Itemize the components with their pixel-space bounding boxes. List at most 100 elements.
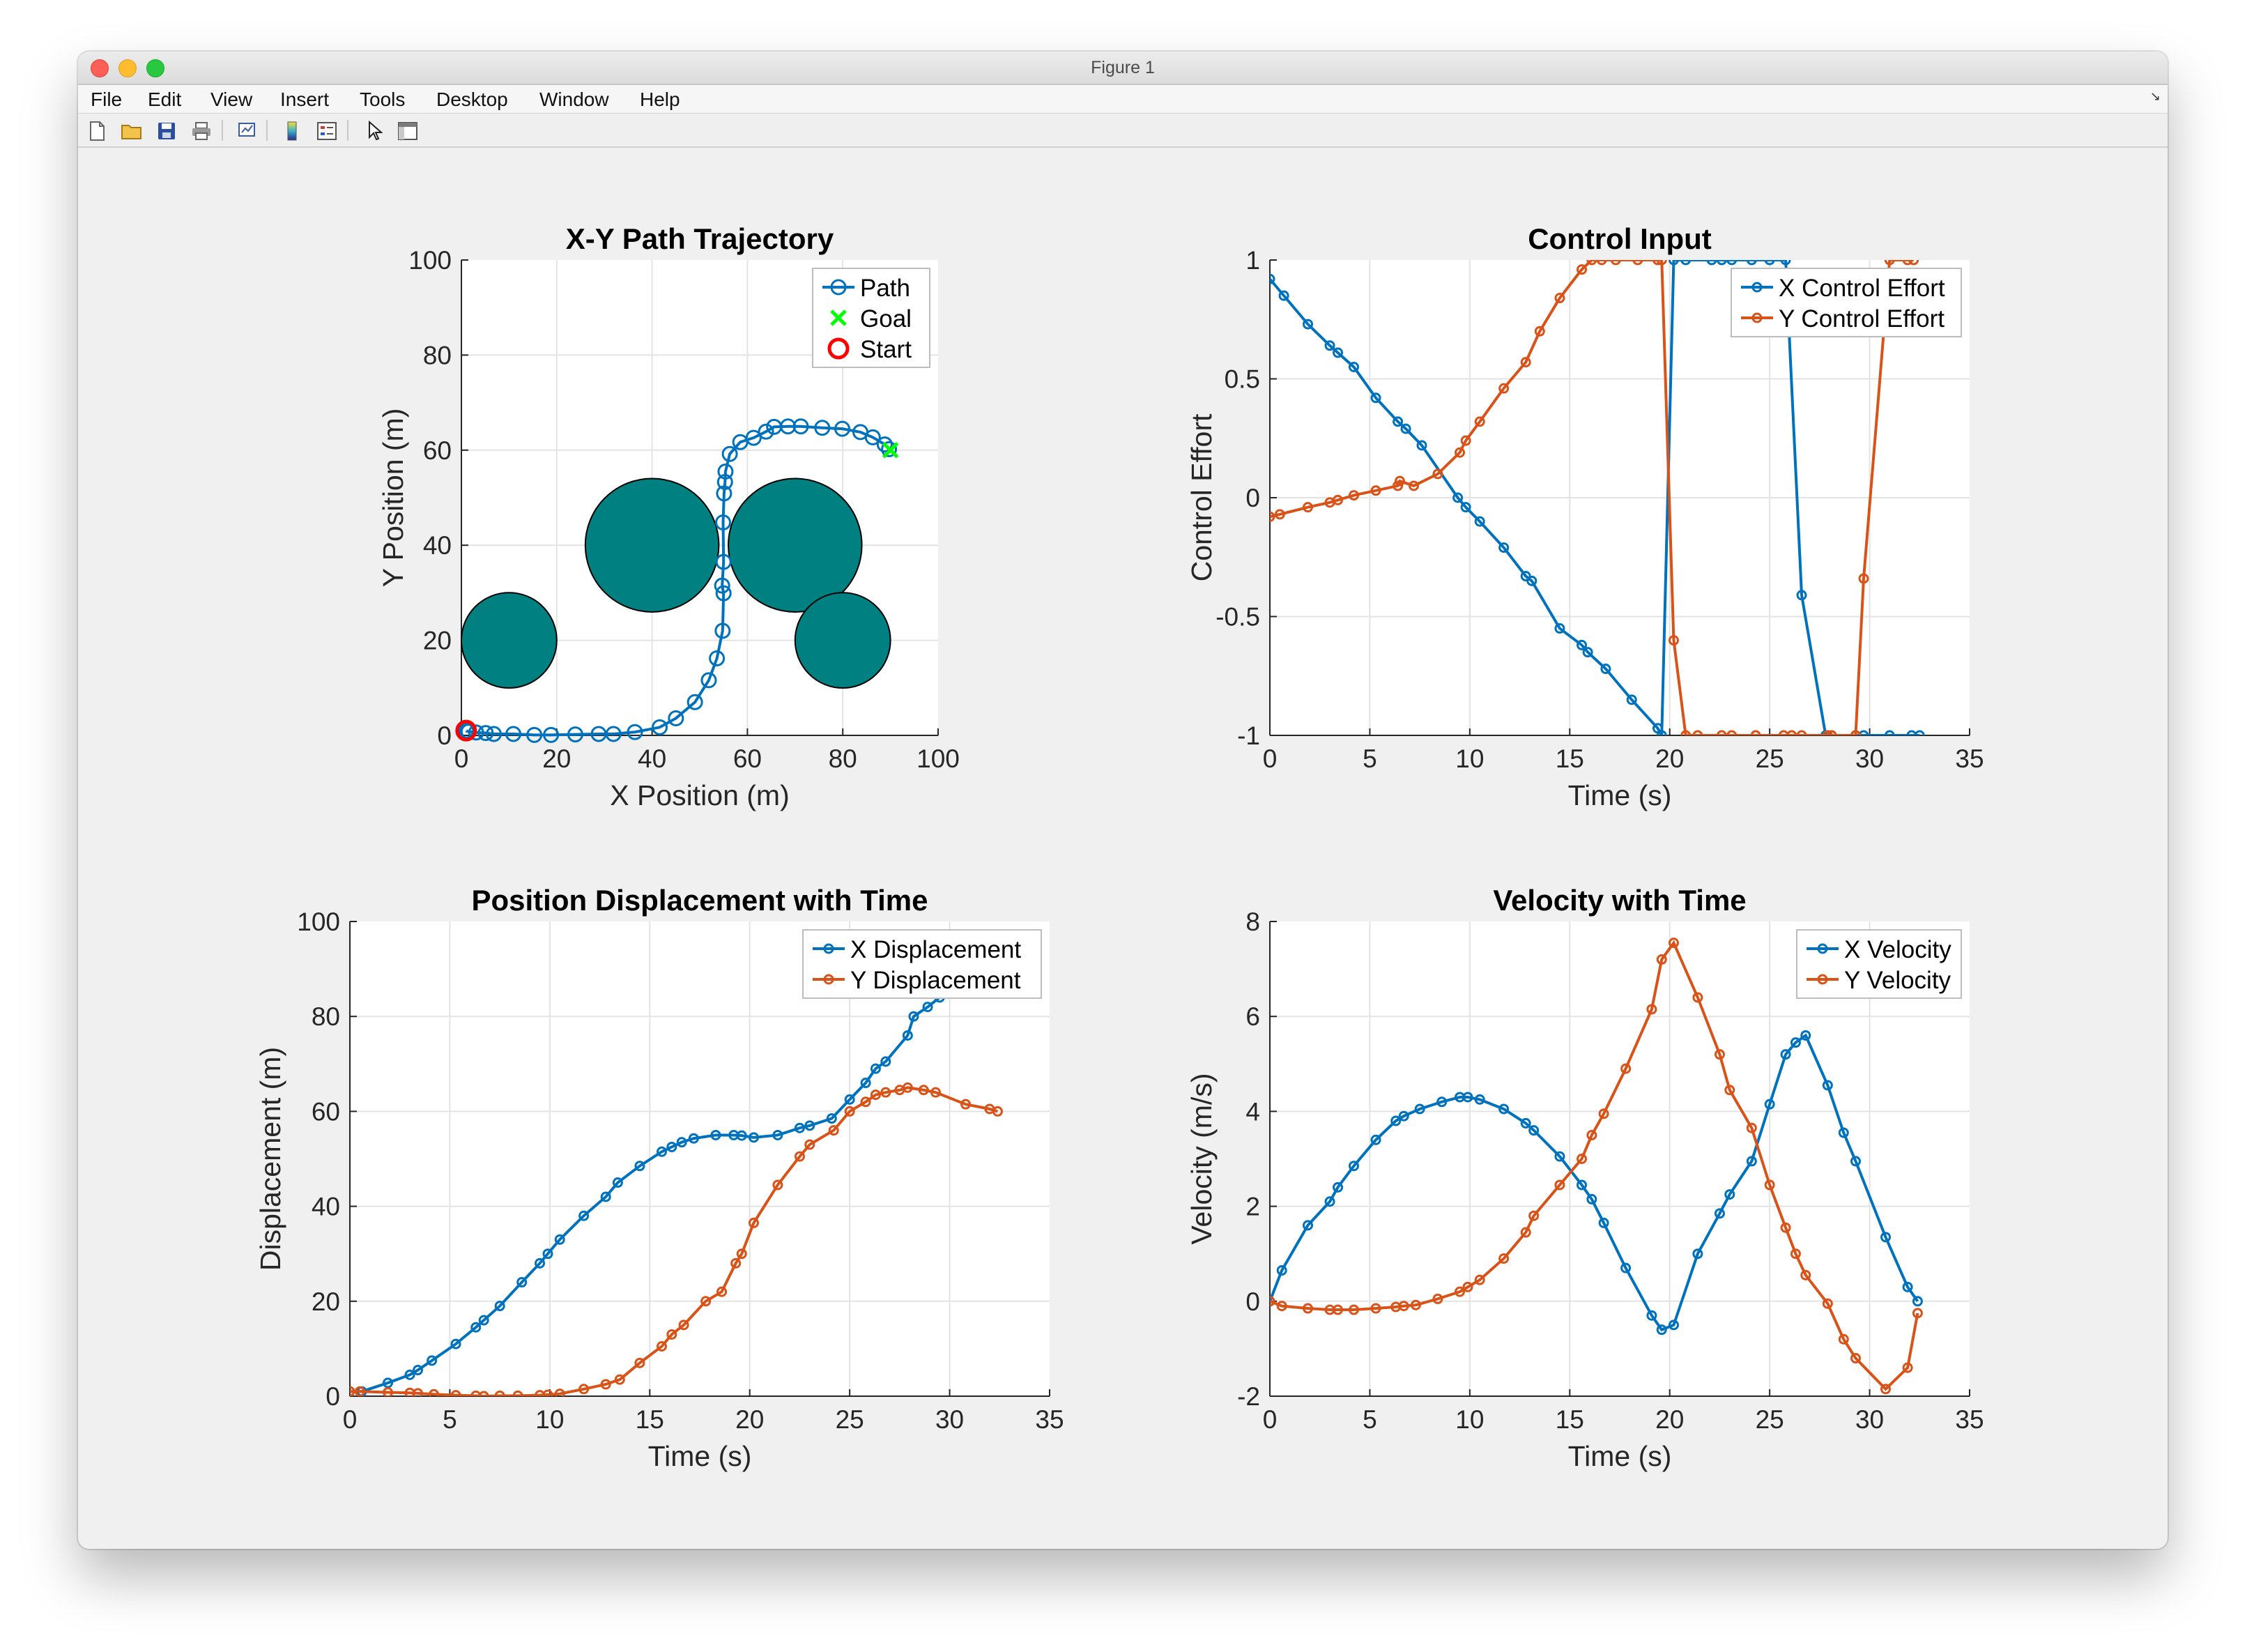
menu-window[interactable]: Window — [539, 89, 609, 110]
axes-0: 0 20 40 60 80 100 0 20 40 60 80 100 X-Y Path Traject… — [377, 222, 960, 811]
close-window-button[interactable] — [91, 59, 109, 77]
save-icon[interactable] — [155, 119, 178, 143]
series-2-point — [930, 1087, 941, 1098]
series-2-point — [1714, 1049, 1725, 1060]
series-1-point — [1390, 1115, 1402, 1126]
path-series-point — [834, 420, 851, 437]
series-1-point — [1746, 1156, 1757, 1167]
series-2-point — [794, 1151, 805, 1162]
edit-plot-arrow-icon[interactable] — [362, 119, 386, 143]
series-1-point — [1746, 260, 1757, 266]
menu-view[interactable]: View — [210, 89, 253, 110]
series-1-point — [1460, 502, 1471, 513]
y-tick-label: 80 — [423, 341, 452, 369]
path-series-point — [717, 463, 734, 480]
series-2-point — [1270, 511, 1275, 522]
x-tick-label: 20 — [542, 744, 571, 773]
legend-box — [1796, 929, 1962, 999]
obstacle-circle — [728, 477, 863, 613]
series-1-point — [1600, 664, 1611, 675]
new-figure-icon[interactable] — [85, 119, 109, 143]
x-tick-label: 35 — [1035, 1405, 1064, 1434]
property-inspector-icon[interactable] — [396, 119, 420, 143]
series-2-point — [1528, 1210, 1540, 1221]
series-2-point — [478, 1391, 489, 1396]
series-1-point — [1348, 1161, 1359, 1172]
x-tick-label: 15 — [1556, 744, 1584, 773]
series-2-point — [678, 1320, 689, 1331]
menu-tools[interactable]: Tools — [360, 89, 406, 110]
series-1-point — [1324, 340, 1335, 351]
series-2-point — [1884, 260, 1895, 266]
series-2-point — [880, 1087, 891, 1098]
series-1-point — [1724, 1189, 1735, 1200]
series-2-point — [383, 1387, 394, 1396]
open-file-icon[interactable] — [120, 119, 144, 143]
print-icon[interactable] — [190, 119, 213, 143]
legend: X Control Effort Y Control Effort — [1731, 268, 1962, 337]
obstacle-circle — [584, 477, 720, 613]
legend-marker — [1817, 974, 1828, 985]
x-tick-label: 25 — [1756, 1405, 1784, 1434]
series-1-point — [1838, 1127, 1849, 1138]
maximize-window-button[interactable] — [146, 59, 164, 77]
series-1-point — [542, 1248, 553, 1260]
legend-label: Path — [860, 275, 910, 302]
series-1-point — [1554, 623, 1565, 634]
path-series-point — [715, 514, 732, 530]
series-2-point — [1432, 1293, 1443, 1304]
series-1-point — [1436, 1096, 1448, 1108]
menu-desktop[interactable]: Desktop — [436, 89, 508, 110]
menu-edit[interactable]: Edit — [148, 89, 182, 110]
series-1-point — [794, 1122, 805, 1133]
series-1-point — [1902, 1281, 1913, 1292]
series-1-point — [1498, 1103, 1510, 1115]
x-tick-label: 5 — [443, 1405, 457, 1434]
series-1-point — [1726, 260, 1738, 266]
series-2-point — [1576, 264, 1587, 275]
menu-help[interactable]: Help — [640, 89, 680, 110]
series-1-point — [736, 1130, 747, 1141]
series-1 — [350, 992, 945, 1396]
series-2-point — [1764, 1179, 1775, 1191]
legend-marker — [830, 279, 847, 296]
series-2-point — [494, 1390, 505, 1396]
series-1-point — [1692, 1248, 1703, 1260]
series-1-point — [1576, 639, 1587, 650]
minimize-window-button[interactable] — [118, 59, 137, 77]
series-2-point — [600, 1379, 611, 1390]
x-axis-label: Time (s) — [648, 1440, 752, 1472]
series-2-point — [1276, 1301, 1287, 1312]
insert-colorbar-icon[interactable] — [280, 119, 304, 143]
path-series-point — [468, 724, 484, 741]
series-1-point — [676, 1137, 687, 1148]
series-2-point — [1520, 357, 1531, 368]
y-tick-label: 80 — [312, 1002, 340, 1031]
series-1-point — [612, 1177, 623, 1188]
dock-arrow-icon[interactable]: ↘ — [2149, 89, 2161, 103]
menu-insert[interactable]: Insert — [280, 89, 330, 110]
series-2-point — [1786, 730, 1797, 735]
x-tick-label: 0 — [1263, 1405, 1278, 1434]
x-tick-label: 20 — [1655, 1405, 1684, 1434]
series-1-point — [1303, 319, 1314, 330]
legend-label: Goal — [860, 305, 912, 332]
series-1-point — [1348, 361, 1359, 372]
path-series-point — [881, 441, 898, 457]
menu-bar: File Edit View Insert Tools Desktop Wind… — [78, 85, 2168, 114]
grid-lines — [350, 921, 1050, 1396]
y-tick-label: 0 — [1245, 484, 1260, 512]
series-2-point — [1410, 1299, 1421, 1310]
x-tick-label: 35 — [1955, 744, 1984, 773]
series-2-point — [1822, 730, 1833, 735]
menu-file[interactable]: File — [91, 89, 123, 110]
x-tick-label: 30 — [1855, 1405, 1884, 1434]
link-plot-icon[interactable] — [236, 119, 259, 143]
legend-label: X Control Effort — [1779, 275, 1945, 302]
insert-legend-icon[interactable] — [315, 119, 339, 143]
series-2-point — [413, 1388, 424, 1396]
series-1-point — [1858, 730, 1869, 735]
series-2-point — [1850, 1353, 1861, 1364]
series-2-point — [1724, 1085, 1735, 1096]
series-2-point — [1656, 954, 1667, 965]
